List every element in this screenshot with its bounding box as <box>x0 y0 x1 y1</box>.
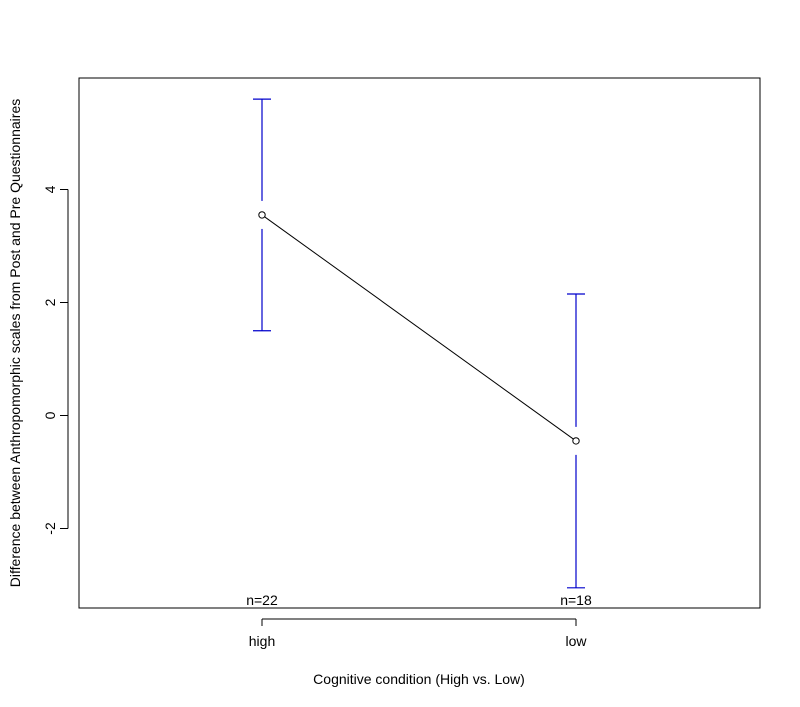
count-label: n=18 <box>560 592 592 608</box>
y-tick-label: 4 <box>42 185 58 193</box>
error-bars <box>253 98 585 589</box>
x-tick-label: high <box>249 633 275 649</box>
x-tick-label: low <box>565 633 587 649</box>
y-tick-label: -2 <box>42 522 58 535</box>
y-tick-label: 2 <box>42 298 58 306</box>
y-tick-label: 0 <box>42 411 58 419</box>
x-axis-title: Cognitive condition (High vs. Low) <box>313 671 525 687</box>
x-axis: high low <box>249 618 587 649</box>
mean-line <box>264 216 574 440</box>
count-labels: n=22 n=18 <box>246 592 592 608</box>
y-axis-title: Difference between Anthropomorphic scale… <box>7 99 23 587</box>
y-axis: -2 0 2 4 <box>42 185 69 535</box>
plot-frame <box>78 77 761 609</box>
count-label: n=22 <box>246 592 278 608</box>
mean-point <box>258 211 266 219</box>
mean-point <box>572 437 580 445</box>
mean-series <box>258 211 580 445</box>
